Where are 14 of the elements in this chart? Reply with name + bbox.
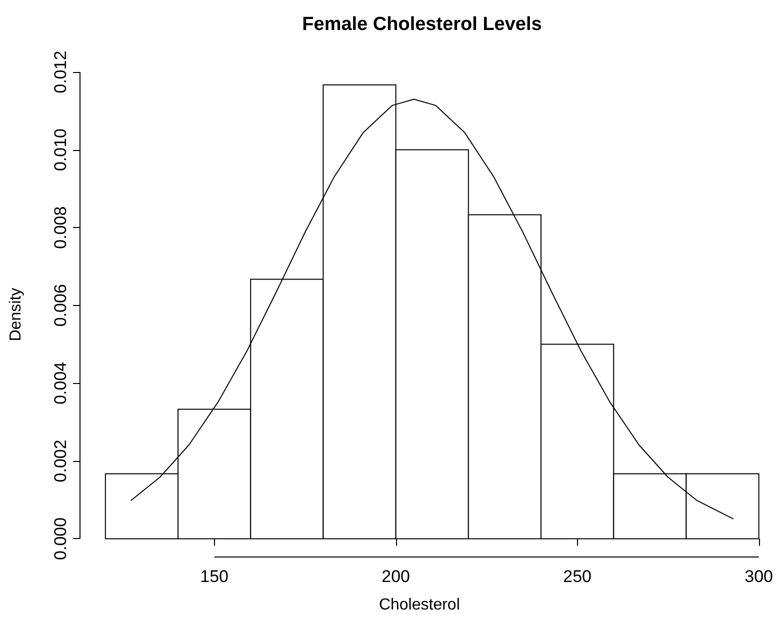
chart-title: Female Cholesterol Levels: [302, 14, 542, 35]
y-tick-label: 0.004: [51, 362, 70, 404]
y-tick-label: 0.012: [51, 50, 70, 94]
x-axis-title: Cholesterol: [378, 596, 460, 614]
y-tick-label: 0.008: [51, 206, 70, 249]
y-tick-label: 0.000: [51, 517, 70, 560]
x-tick-label: 200: [382, 567, 410, 586]
y-tick-label: 0.010: [51, 128, 70, 172]
y-tick-label: 0.002: [51, 440, 70, 482]
x-tick-label: 300: [744, 567, 774, 586]
x-tick-label: 150: [200, 567, 228, 586]
y-axis-title: Density: [8, 288, 24, 342]
y-tick-label: 0.006: [51, 284, 70, 327]
x-tick-label: 250: [563, 567, 592, 586]
